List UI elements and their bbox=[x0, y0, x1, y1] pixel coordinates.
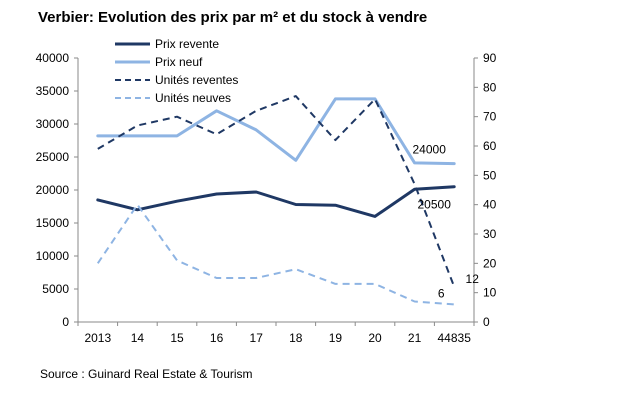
legend-label: Unités neuves bbox=[155, 91, 231, 105]
data-label: 6 bbox=[438, 286, 445, 300]
y-left-tick-label: 35000 bbox=[36, 84, 70, 98]
source-note: Source : Guinard Real Estate & Tourism bbox=[40, 367, 253, 381]
legend-label: Unités reventes bbox=[155, 73, 238, 87]
series-line-unites-reventes bbox=[97, 95, 456, 288]
y-right-tick-label: 10 bbox=[483, 286, 497, 300]
x-tick-label: 14 bbox=[131, 331, 145, 345]
x-tick-label: 21 bbox=[408, 331, 422, 345]
y-left-tick-label: 5000 bbox=[42, 282, 69, 296]
y-right-tick-label: 80 bbox=[483, 80, 497, 94]
x-tick-label: 19 bbox=[329, 331, 343, 345]
y-right-tick-label: 30 bbox=[483, 227, 497, 241]
legend-label: Prix neuf bbox=[155, 55, 203, 69]
series-line-prix-revente bbox=[96, 185, 456, 218]
y-left-tick-label: 15000 bbox=[36, 216, 70, 230]
y-right-tick-label: 0 bbox=[483, 315, 490, 329]
x-tick-label: 44835 bbox=[438, 331, 472, 345]
x-tick-label: 16 bbox=[210, 331, 224, 345]
y-right-tick-label: 20 bbox=[483, 256, 497, 270]
data-label: 24000 bbox=[413, 143, 447, 157]
y-left-tick-label: 20000 bbox=[36, 183, 70, 197]
y-left-tick-label: 10000 bbox=[36, 249, 70, 263]
data-label: 20500 bbox=[418, 198, 452, 212]
y-left-tick-label: 40000 bbox=[36, 51, 70, 65]
chart-title: Verbier: Evolution des prix par m² et du… bbox=[38, 9, 428, 26]
chart-series bbox=[96, 95, 456, 306]
y-left-tick-label: 30000 bbox=[36, 117, 70, 131]
y-left-tick-label: 0 bbox=[62, 315, 69, 329]
series-line-unites-neuves bbox=[96, 203, 455, 306]
y-right-tick-label: 60 bbox=[483, 139, 497, 153]
chart-axes: 0 5000 10000 15000 20000 25000 30000 35000 40000… bbox=[36, 51, 497, 345]
x-tick-label: 15 bbox=[170, 331, 184, 345]
y-right-tick-label: 90 bbox=[483, 51, 497, 65]
y-right-tick-label: 40 bbox=[483, 198, 497, 212]
x-tick-label: 18 bbox=[289, 331, 303, 345]
series-line-prix-neuf bbox=[96, 97, 456, 166]
y-right-tick-label: 70 bbox=[483, 110, 497, 124]
x-tick-label: 20 bbox=[368, 331, 382, 345]
x-tick-label: 17 bbox=[250, 331, 264, 345]
y-right-tick-label: 50 bbox=[483, 168, 497, 182]
y-left-tick-label: 25000 bbox=[36, 150, 70, 164]
x-tick-label: 2013 bbox=[84, 331, 111, 345]
data-label: 12 bbox=[466, 272, 480, 286]
chart-legend: Prix revente Prix neuf Unités reventes Unit… bbox=[115, 37, 238, 105]
legend-label: Prix revente bbox=[155, 37, 219, 51]
chart-data-labels: 24000 20500 6 12 bbox=[413, 143, 480, 301]
